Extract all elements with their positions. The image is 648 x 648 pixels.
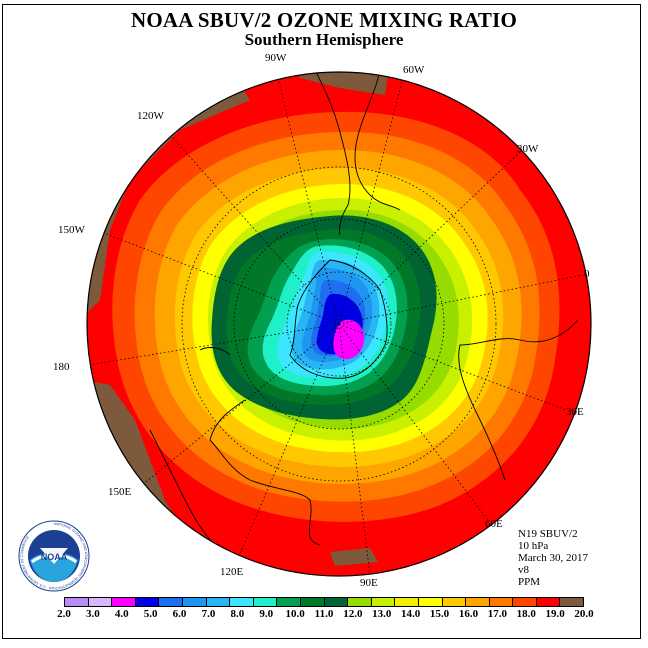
color-scale-tick-label: 2.0 [57,608,71,620]
lon-label-150e: 150E [108,486,132,498]
color-swatch [88,598,113,606]
lon-label-60e: 60E [485,518,503,530]
color-scale-tick-label: 3.0 [86,608,100,620]
color-swatch [324,598,349,606]
map-boundary [86,71,592,577]
color-swatch [112,598,136,606]
color-swatch [466,598,490,606]
band-20-south [330,548,378,566]
color-swatch [230,598,254,606]
noaa-logo-text: NOAA [41,552,68,562]
lon-label-180: 180 [53,361,70,373]
color-scale-tick-label: 8.0 [230,608,245,620]
lon-label-90e: 90E [360,577,378,589]
latitude-circles [181,166,497,482]
africa-coast [458,319,579,481]
band-2 [333,319,365,360]
color-scale-tick-label: 14.0 [401,608,421,620]
color-swatch [277,598,301,606]
ozone-contour-fill [87,72,591,576]
color-scale-tick-label: 17.0 [487,608,507,620]
coastlines [149,72,579,546]
lon-label-30e: 30E [566,406,584,418]
lon-label-0: 0 [584,268,590,280]
color-swatch [536,598,561,606]
color-swatch [348,598,372,606]
color-scale-tick-label: 13.0 [372,608,392,620]
antarctica-coast [289,259,388,379]
color-scale-tick-label: 5.0 [143,608,158,620]
info-units: PPM [518,576,541,588]
color-scale-tick-label: 19.0 [545,608,565,620]
south-america-coast [314,72,351,236]
color-swatch [560,598,584,606]
page-title: NOAA SBUV/2 OZONE MIXING RATIO [131,8,517,32]
color-swatch [253,598,278,606]
lon-label-30w: 30W [517,143,539,155]
color-swatch [159,598,183,606]
south-america-east-coast [354,72,401,211]
color-scale-tick-label: 12.0 [343,608,363,620]
info-satellite: N19 SBUV/2 [518,528,578,540]
band-20-north [300,72,390,95]
new-zealand-coast [149,429,216,546]
meridian-lines [87,73,584,576]
color-swatch [182,598,207,606]
color-swatch [371,598,396,606]
color-swatch [442,598,467,606]
color-scale-tick-label: 4.0 [114,608,129,620]
color-swatch [395,598,419,606]
color-swatch [489,598,514,606]
noaa-logo: NOAA NATIONAL OCEANIC AND ATMOSPHERIC AD… [18,520,90,592]
page-subtitle: Southern Hemisphere [244,30,404,49]
lon-label-150w: 150W [58,224,85,236]
color-scale-tick-label: 18.0 [516,608,536,620]
color-swatch [418,598,443,606]
color-scale-tick-label: 20.0 [574,608,594,620]
color-scale-tick-label: 7.0 [201,608,216,620]
color-scale-tick-label: 16.0 [458,608,479,620]
color-swatch [65,598,89,606]
color-scale-tick-label: 6.0 [172,608,187,620]
color-scale-tick-label: 11.0 [314,608,334,620]
color-scale-tick-label: 15.0 [429,608,450,620]
color-scale-tick-label: 9.0 [259,608,274,620]
info-date: March 30, 2017 [518,552,588,564]
lon-label-120e: 120E [220,566,244,578]
info-version: v8 [518,564,529,576]
info-block: N19 SBUV/2 10 hPa March 30, 2017 v8 PPM [518,528,588,588]
plot-frame [2,4,641,639]
lon-label-90w: 90W [265,52,287,64]
color-swatch [513,598,537,606]
color-scale-bar [64,597,584,607]
color-swatch [135,598,160,606]
lon-label-60w: 60W [403,64,425,76]
ross-sea-coast [199,347,231,356]
color-swatch [206,598,231,606]
info-pressure: 10 hPa [518,540,549,552]
color-scale-tick-label: 10.0 [285,608,305,620]
lon-label-120w: 120W [137,110,164,122]
australia-coast [209,399,321,546]
color-swatch [300,598,325,606]
